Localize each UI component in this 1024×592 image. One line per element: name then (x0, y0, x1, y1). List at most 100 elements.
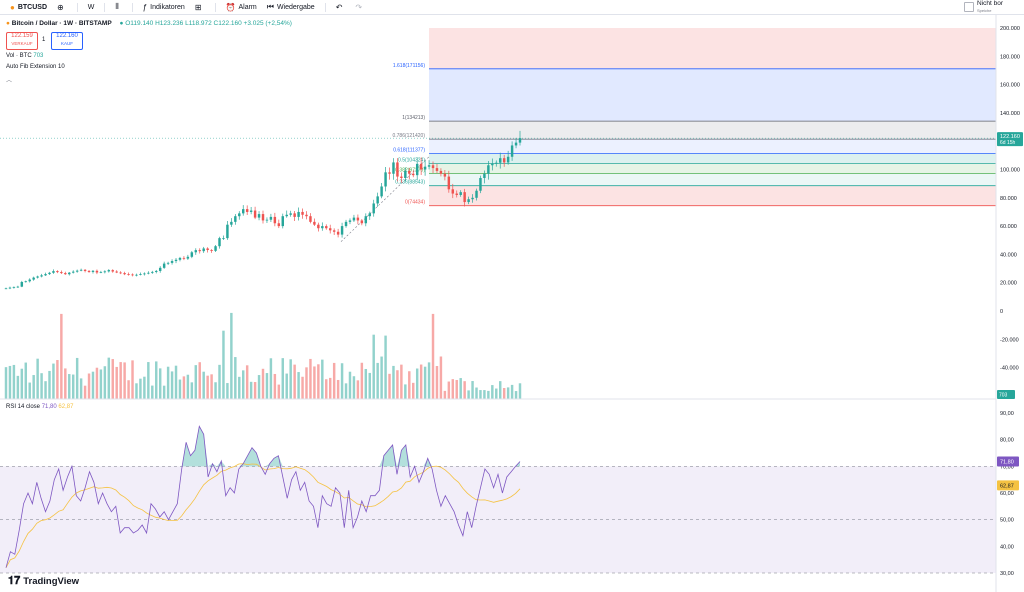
candle-body (423, 166, 427, 170)
candle-body (75, 270, 79, 272)
volume-bar (510, 384, 514, 399)
replay-label: Wiedergabe (276, 3, 315, 11)
volume-bar (99, 369, 103, 399)
rsi-tick-label: 40,00 (1000, 544, 1014, 550)
candle-body (277, 223, 281, 227)
volume-value: 703 (33, 53, 44, 59)
price-tick-label: 160.000 (1000, 83, 1020, 89)
candle-body (68, 272, 71, 275)
candle-body (325, 226, 328, 229)
volume-bar (162, 385, 166, 399)
candle-body (71, 271, 75, 273)
candle-body (475, 190, 478, 198)
candle-body (151, 271, 154, 273)
candle-body (245, 209, 249, 212)
volume-bar (356, 380, 360, 399)
volume-bar (317, 364, 320, 399)
candle-body (459, 192, 462, 195)
candle-body (328, 228, 332, 231)
save-status-text: Nicht bor (977, 0, 1004, 7)
volume-bar (127, 380, 130, 399)
volume-bar (194, 365, 198, 399)
candles (4, 130, 522, 290)
candle-body (412, 173, 415, 176)
candle-body (166, 262, 170, 264)
tradingview-logo[interactable]: 𝟏𝟕 TradingView (8, 575, 79, 588)
buy-button[interactable]: 122.160 KAUF (51, 32, 83, 50)
candle-body (226, 224, 229, 239)
candle-body (415, 163, 419, 176)
volume-bar (242, 370, 245, 399)
alert-label: Alarm (238, 3, 257, 11)
candle-body (158, 267, 162, 271)
indicators-button[interactable]: ƒ Indikatoren (143, 3, 185, 12)
volume-bar (71, 374, 75, 399)
candle-body (48, 272, 51, 275)
price-axis[interactable]: 200.000 180.000 160.000 140.000 1 20.000 100.0… (0, 15, 1024, 592)
candle-body (178, 257, 182, 260)
redo-button[interactable]: ↷ (355, 3, 365, 12)
undo-button[interactable]: ↶ (336, 3, 346, 12)
candle-body (12, 286, 16, 288)
collapse-legend-icon[interactable]: ︿ (6, 78, 13, 84)
price-chart[interactable]: 1.618(171156) 1(134213) 0.786(121420) 0.618… (0, 15, 1024, 592)
candle-body (502, 158, 506, 163)
volume-bar (170, 371, 174, 399)
countdown-label: 6d 15h (1000, 140, 1016, 146)
chart-type-button[interactable]: ⫴ (115, 2, 121, 12)
price-tick-label: 20.000 (1000, 281, 1017, 287)
undo-icon: ↶ (335, 2, 343, 12)
rsi-tick-label: 70,00 (1000, 464, 1014, 470)
volume-bar (52, 363, 55, 399)
candle-body (396, 162, 399, 177)
alert-button[interactable]: ⏰ Alarm (226, 3, 257, 12)
layout-button[interactable]: ⊞ (195, 3, 205, 12)
rsi-value-tag (997, 456, 1019, 467)
candle-body (487, 165, 490, 174)
volume-bar (364, 368, 368, 399)
rsi-ma-line (5, 463, 521, 568)
candle-body (24, 281, 27, 283)
interval-button[interactable]: W (87, 3, 95, 11)
volume-bar (277, 384, 281, 399)
candle-body (435, 168, 439, 171)
price-tick-label: 180.000 (1000, 54, 1020, 60)
volume-bar (226, 383, 229, 399)
replay-button[interactable]: ⏮ Wiedergabe (267, 2, 315, 12)
volume-label: Vol · BTC (6, 53, 32, 59)
volume-bar (178, 379, 182, 399)
candle-body (36, 276, 39, 278)
volume-bar (289, 359, 292, 399)
volume-bar (210, 374, 213, 399)
volume-bar (340, 363, 344, 399)
fib-extension[interactable]: 1.618(171156) 1(134213) 0.786(121420) 0.618… (340, 28, 996, 242)
candle-body (91, 270, 95, 272)
rsi-tick-label: 80,00 (1000, 438, 1014, 444)
volume-bar (423, 366, 427, 399)
candle-body (380, 186, 383, 197)
candle-body (123, 273, 126, 275)
rsi-overbought-fill (379, 445, 397, 467)
fib-zone (429, 173, 996, 186)
candle-body (214, 246, 217, 251)
symbol-search[interactable]: ● BTCUSD (10, 3, 47, 12)
volume-bar (396, 370, 399, 399)
volume-bar (336, 379, 340, 399)
compare-button[interactable]: ⊕ (57, 3, 67, 12)
volume-legend[interactable]: Vol · BTC 703 (6, 53, 43, 59)
candle-body (491, 163, 494, 166)
volume-bar (514, 391, 518, 399)
rsi-legend[interactable]: RSI 14 close 71,80 62,87 (6, 404, 73, 410)
fib-zone (429, 121, 996, 140)
candle-body (16, 286, 20, 288)
volume-bar (222, 330, 225, 399)
save-status[interactable]: Nicht bor Speiche (964, 0, 1024, 14)
volume-bar (83, 385, 87, 399)
candles-icon: ⫴ (115, 2, 119, 11)
volume-bar (455, 379, 458, 399)
sell-button[interactable]: 122.159 VERKAUF (6, 32, 38, 50)
fib-level-label: 1(134213) (402, 115, 425, 121)
candle-body (253, 210, 257, 218)
fib-legend[interactable]: Auto Fib Extension 10 (6, 64, 65, 70)
candle-body (115, 271, 118, 273)
